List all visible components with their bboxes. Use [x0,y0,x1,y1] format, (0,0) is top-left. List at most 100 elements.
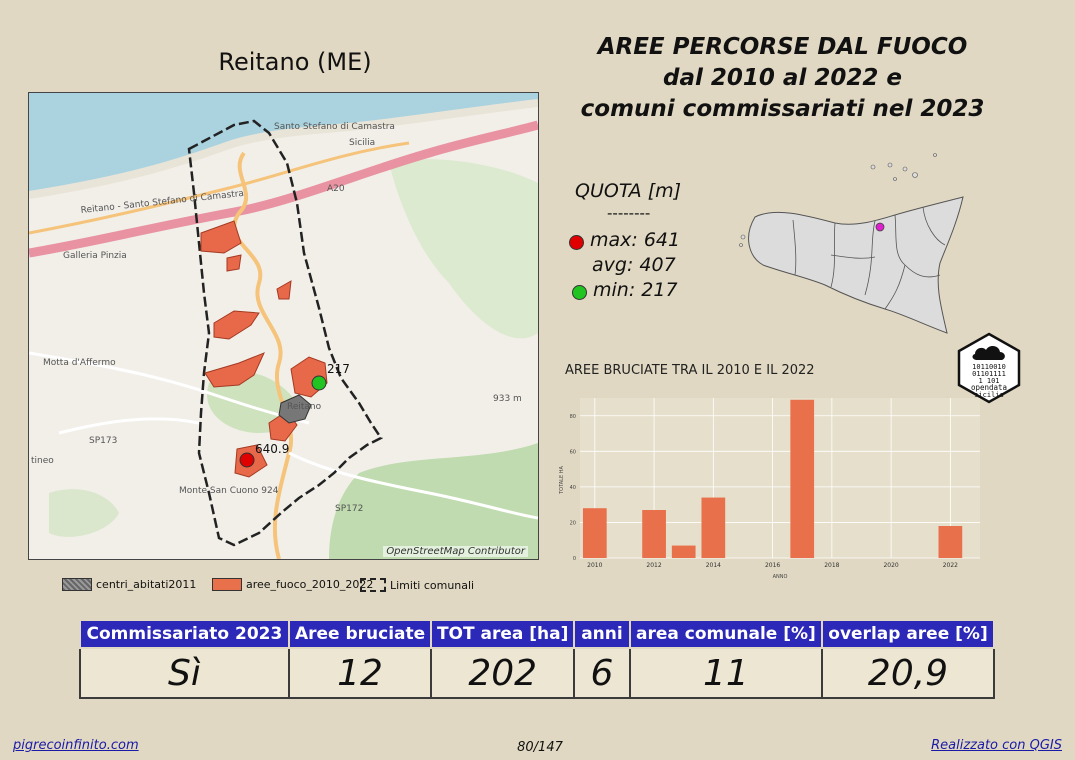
label-sp173: SP173 [89,436,117,446]
map-legend: centri_abitati2011 aree_fuoco_2010_2022 … [62,578,542,596]
summary-table: Commissariato 2023 Aree bruciate TOT are… [79,619,995,699]
map-frame[interactable]: Santo Stefano di Camastra Motta d'Afferm… [28,92,539,560]
burned-area-chart: AREE BRUCIATE TRA IL 2010 E IL 2022 0 20 4… [559,363,980,580]
chart-x-ticks: 2010 2012 2014 2016 2018 2020 2022 [587,562,958,569]
header-area-comunale: area comunale [%] [628,619,824,649]
sicily-outline [748,196,964,334]
legend-limiti-swatch [360,578,386,592]
opendata-sicilia-logo: 10110010 01101111 1 101 opendata sicilia [957,332,1021,404]
map-title: Reitano (ME) [218,48,372,76]
logo-line-5: sicilia [974,391,1004,399]
chart-bar-2017 [790,399,815,558]
footer-website-link[interactable]: pigrecoinfinito.com [13,738,139,753]
municipal-boundary [187,119,383,547]
main-title-line-2: dal 2010 al 2022 e [663,65,902,91]
quota-max-dot [569,235,584,250]
footer-page-number: 80/147 [517,740,563,755]
chart-y-tick-label: 20 [570,520,576,526]
legend-centri-swatch [62,578,92,591]
chart-x-tick-label: 2016 [765,562,780,569]
chart-bar-2022 [938,526,963,558]
label-santo-stefano: Santo Stefano di Camastra [274,122,395,132]
chart-y-label: TOTALE HA [559,466,565,495]
chart-x-label: ANNO [773,574,788,580]
cell-commissariato: Sì [79,647,290,699]
quota-avg: avg: 407 [592,254,676,276]
cell-area-comunale: 11 [628,647,824,699]
chart-x-tick-label: 2022 [943,562,958,569]
label-a20: A20 [327,184,345,194]
label-sicilia: Sicilia [349,138,375,148]
legend-aree-swatch [212,578,242,591]
point-min[interactable] [311,375,327,391]
point-max[interactable] [239,452,255,468]
legend-aree: aree_fuoco_2010_2022 [212,578,373,591]
chart-y-ticks: 0 20 40 60 80 [570,414,576,562]
sicily-islands [739,153,937,247]
footer-qgis-link[interactable]: Realizzato con QGIS [931,738,1062,753]
chart-bar-2012 [642,510,666,558]
burned-areas [200,220,328,478]
header-aree-bruciate: Aree bruciate [287,619,433,649]
header-anni: anni [573,619,631,649]
quota-min: min: 217 [593,279,678,301]
legend-aree-label: aree_fuoco_2010_2022 [246,578,374,591]
cloud-icon [972,346,1005,360]
chart-grid [580,398,980,559]
motorway-a20 [29,120,538,258]
point-min-label: 217 [327,362,350,376]
chart-y-tick-label: 60 [570,449,576,455]
label-reitano: Reitano [287,402,322,412]
sicily-inset-map [739,153,964,334]
chart-y-tick-label: 0 [573,556,576,562]
chart-x-tick-label: 2020 [883,562,898,569]
point-max-label: 640.9 [255,442,289,456]
header-overlap: overlap aree [%] [821,619,995,649]
quota-min-dot [572,285,587,300]
chart-title: AREE BRUCIATE TRA IL 2010 E IL 2022 [565,363,815,378]
legend-limiti-label: Limiti comunali [390,578,475,592]
header-tot-area: TOT area [ha] [430,619,576,649]
chart-x-tick-label: 2012 [646,562,661,569]
quota-max: max: 641 [590,229,681,251]
logo-line-4: opendata [971,383,1007,392]
label-motta: Motta d'Affermo [43,358,116,368]
chart-plot-area [580,398,980,558]
chart-y-tick-label: 80 [570,414,576,420]
legend-centri: centri_abitati2011 [62,578,196,591]
cell-aree-bruciate: 12 [287,647,433,699]
centro-abitato [278,394,312,424]
chart-x-tick-label: 2014 [706,562,721,569]
table-row: Sì 12 202 6 11 20,9 [79,647,995,699]
header-commissariato: Commissariato 2023 [79,619,290,649]
sicily-location-marker [875,222,885,232]
label-sp172: SP172 [335,504,363,514]
chart-bars [582,399,963,558]
legend-limiti: Limiti comunali [360,578,474,592]
logo-line-2: 01101111 [972,370,1006,378]
main-title-line-1: AREE PERCORSE DAL FUOCO [597,34,968,60]
logo-line-1: 10110010 [972,363,1006,371]
chart-x-tick-label: 2018 [824,562,839,569]
cell-overlap: 20,9 [821,647,995,699]
cell-tot-area: 202 [430,647,576,699]
quota-title: QUOTA [m] [575,180,682,202]
legend-centri-label: centri_abitati2011 [96,578,197,591]
main-title-line-3: comuni commissariati nel 2023 [580,96,985,122]
label-tineo: tineo [31,456,54,466]
chart-x-tick-label: 2010 [587,562,602,569]
map-attribution: OpenStreetMap Contributor [383,546,528,557]
chart-bar-2010 [582,508,607,558]
main-title: AREE PERCORSE DAL FUOCO dal 2010 al 2022… [560,32,1005,125]
basemap: Santo Stefano di Camastra Motta d'Afferm… [29,93,538,559]
cell-anni: 6 [573,647,631,699]
chart-bar-2013 [671,545,696,558]
table-header-row: Commissariato 2023 Aree bruciate TOT are… [79,619,995,649]
label-monte-san-cuono: Monte San Cuono 924 [179,486,279,496]
chart-y-tick-label: 40 [570,485,576,491]
quota-divider: -------- [607,204,651,222]
label-933: 933 m [493,394,522,404]
chart-bar-2014 [701,497,726,558]
sicily-provinces [792,206,946,310]
label-galleria: Galleria Pinzia [63,251,127,261]
